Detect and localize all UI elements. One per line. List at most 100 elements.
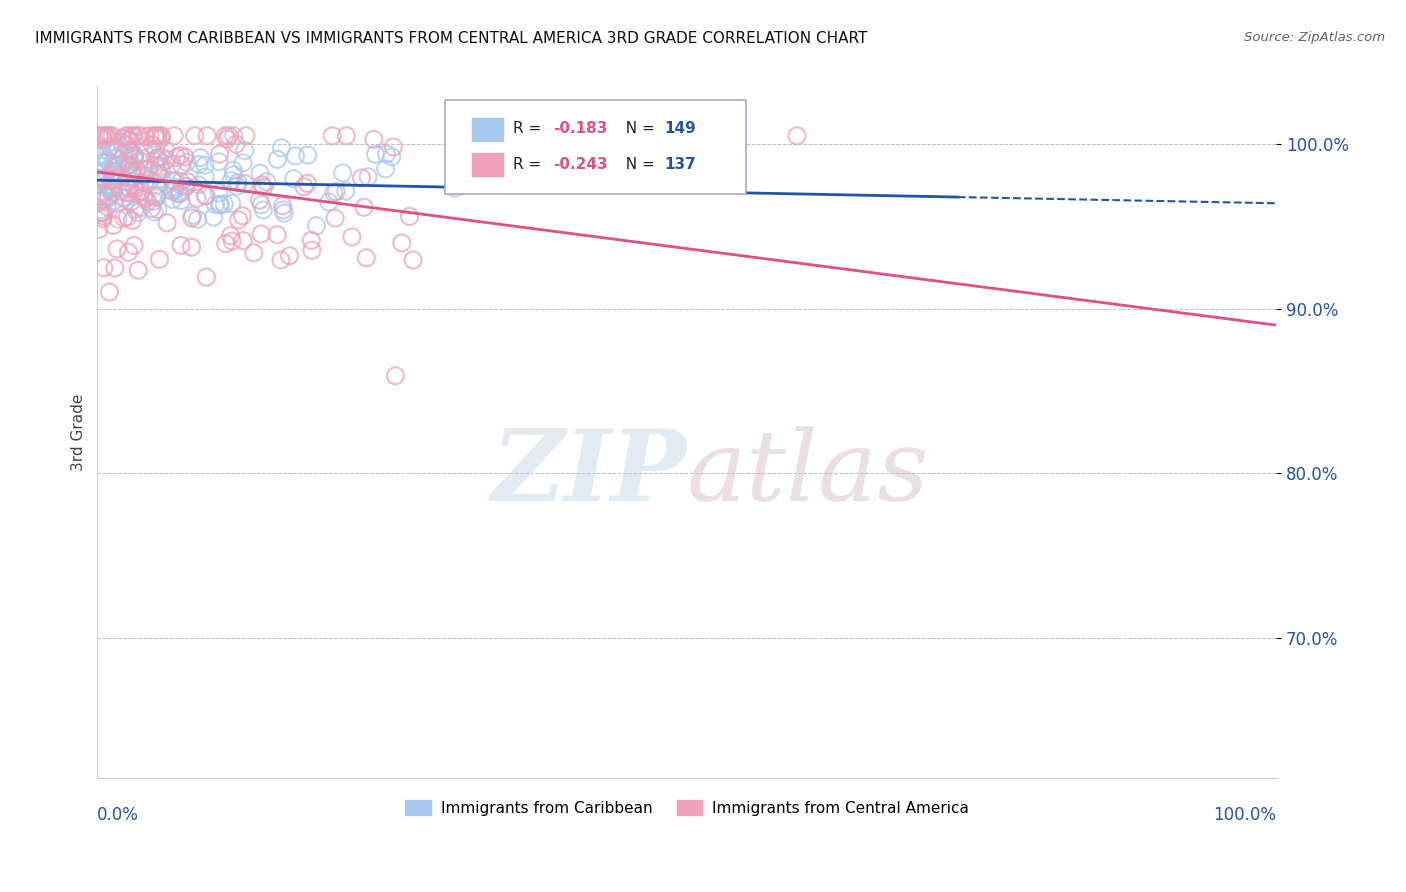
Point [125, 187, 148, 202]
Point [118, 158, 141, 172]
Point [208, 154, 231, 169]
Point [150, 131, 173, 145]
Point [166, 150, 188, 164]
Point [89, 128, 111, 143]
Point [98, 285, 121, 299]
Point [150, 128, 173, 143]
Point [150, 171, 173, 186]
Point [270, 141, 292, 155]
Point [155, 153, 177, 167]
Point [139, 128, 162, 143]
Point [145, 152, 167, 166]
Point [202, 210, 225, 224]
Point [162, 157, 184, 171]
Point [120, 163, 142, 178]
Point [135, 129, 157, 144]
Text: R =: R = [513, 121, 547, 136]
Point [136, 161, 159, 176]
Point [97, 128, 120, 143]
Point [195, 270, 218, 285]
Point [107, 142, 129, 156]
Point [250, 227, 273, 241]
Point [87, 192, 110, 206]
Text: ZIP: ZIP [492, 425, 686, 522]
Point [124, 202, 146, 216]
Point [91, 149, 114, 163]
Point [98, 128, 121, 143]
Point [87, 149, 110, 163]
Point [100, 174, 122, 188]
Point [252, 202, 274, 217]
Point [215, 236, 238, 251]
Point [132, 189, 155, 203]
Point [96, 181, 118, 195]
Point [90, 205, 112, 219]
Point [89, 205, 111, 219]
Point [122, 238, 145, 252]
Point [118, 181, 141, 195]
Point [222, 163, 245, 178]
Point [149, 160, 172, 174]
Point [222, 168, 245, 182]
Text: N =: N = [616, 157, 659, 172]
Point [87, 172, 110, 186]
Point [321, 128, 343, 143]
Point [93, 206, 115, 220]
Point [169, 148, 191, 162]
Text: 100.0%: 100.0% [1213, 805, 1277, 823]
Point [90, 194, 112, 208]
Point [187, 157, 209, 171]
Point [117, 159, 139, 173]
Point [148, 153, 170, 168]
Point [127, 205, 149, 219]
Point [176, 155, 198, 169]
Point [115, 131, 138, 145]
Point [204, 197, 226, 211]
Point [101, 128, 124, 143]
Point [170, 238, 193, 252]
Point [107, 212, 129, 227]
Point [91, 155, 114, 169]
Point [145, 189, 167, 203]
Point [146, 151, 169, 165]
Point [136, 194, 159, 209]
Point [146, 128, 169, 143]
Point [118, 133, 141, 147]
Point [284, 149, 307, 163]
Point [110, 185, 132, 199]
Point [114, 175, 136, 189]
Point [186, 212, 208, 227]
Point [195, 188, 218, 202]
Point [110, 169, 132, 184]
Point [232, 156, 254, 170]
Point [235, 128, 257, 143]
Point [228, 213, 250, 227]
Point [104, 171, 127, 186]
Point [180, 240, 202, 254]
Point [322, 186, 344, 200]
Point [114, 128, 136, 143]
Point [96, 200, 118, 214]
Point [127, 263, 149, 277]
Point [786, 128, 808, 143]
Point [91, 211, 114, 226]
Point [118, 181, 141, 195]
Point [169, 186, 191, 201]
Point [104, 152, 127, 166]
Point [118, 133, 141, 147]
Point [208, 198, 231, 212]
Point [118, 170, 141, 185]
Point [96, 131, 118, 145]
Point [129, 185, 152, 199]
Point [145, 159, 167, 173]
Point [134, 176, 156, 190]
Point [112, 192, 135, 206]
Point [128, 128, 150, 143]
Point [156, 216, 179, 230]
Point [124, 152, 146, 166]
Point [162, 193, 184, 207]
Text: 137: 137 [664, 157, 696, 172]
Point [121, 164, 143, 178]
Point [174, 179, 197, 194]
Point [103, 194, 125, 208]
